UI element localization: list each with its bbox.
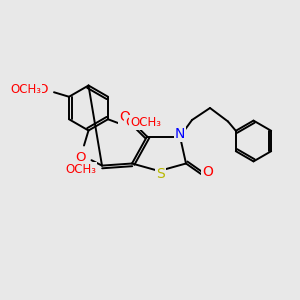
Text: OCH₃: OCH₃: [10, 83, 41, 96]
Text: O: O: [202, 166, 213, 179]
Text: O: O: [76, 151, 86, 164]
Text: O: O: [119, 110, 130, 124]
Text: H: H: [76, 152, 86, 166]
Text: O: O: [125, 116, 136, 129]
Text: OCH₃: OCH₃: [130, 116, 161, 129]
Text: N: N: [175, 127, 185, 141]
Text: S: S: [156, 167, 165, 181]
Text: OCH₃: OCH₃: [65, 163, 97, 176]
Text: O: O: [37, 83, 47, 96]
